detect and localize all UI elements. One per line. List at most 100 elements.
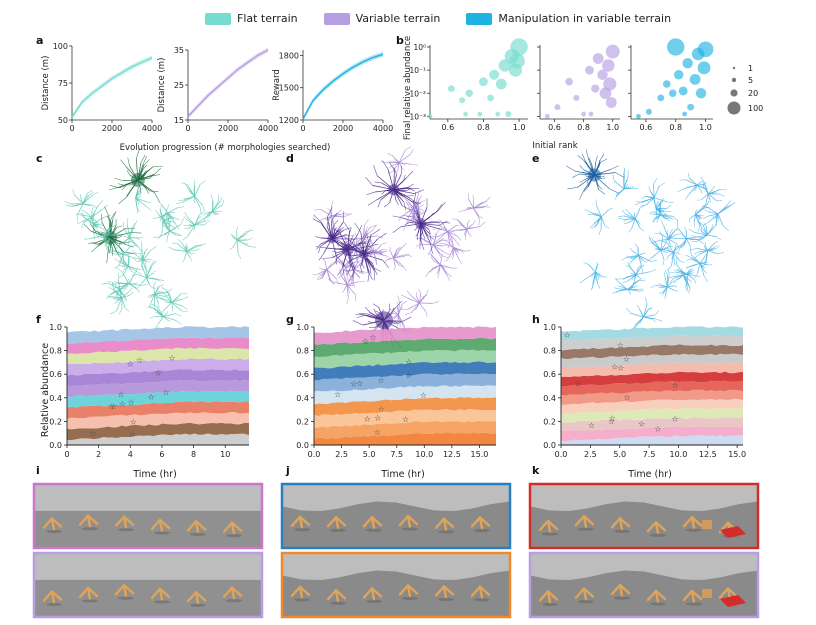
scene-agent-shadow [118, 528, 134, 532]
tree-branch [413, 196, 419, 208]
tree-twig [168, 246, 175, 250]
panel-b-point [495, 78, 507, 90]
tree-twig [127, 157, 130, 166]
tree-twig [615, 193, 619, 197]
tree-branch [466, 222, 469, 230]
tree-branch [186, 251, 192, 255]
tree-branch [146, 277, 149, 282]
tree-twig [198, 243, 206, 246]
tree-twig [716, 245, 720, 249]
tree-twig [361, 263, 365, 269]
tree-twig [344, 241, 352, 247]
panel-a-ytick-label: 50 [58, 116, 68, 125]
tree-branch [447, 231, 450, 243]
tree-twig [671, 280, 676, 283]
tree-twig [98, 223, 101, 226]
tree-twig [366, 260, 370, 264]
tree-twig [716, 236, 721, 241]
tree-twig [131, 271, 135, 274]
legend-item-variable: Variable terrain [323, 12, 440, 25]
tree-branch [695, 206, 706, 215]
tree-twig [326, 207, 333, 218]
muller-ytick-label: 0.6 [296, 370, 309, 379]
tree-twig [719, 193, 725, 197]
tree-twig [155, 279, 161, 282]
tree-twig [398, 215, 404, 218]
muller-xtick-label: 5.0 [613, 450, 626, 459]
tree-twig [105, 245, 108, 251]
tree-branch [351, 269, 355, 283]
tree-branch [702, 224, 708, 236]
scene-agent [78, 586, 99, 601]
tree-branch [317, 269, 327, 275]
tree-twig [673, 285, 678, 288]
tree-twig [140, 154, 146, 163]
tree-twig [635, 201, 643, 203]
muller-xtick-label: 7.5 [390, 450, 403, 459]
panel-b-point [544, 113, 550, 119]
scene-agent-shadow [650, 533, 666, 537]
tree-twig [664, 270, 668, 276]
tree-twig [98, 199, 104, 206]
tree-twig [409, 148, 414, 155]
tree-twig [142, 164, 148, 170]
scene-agent [470, 585, 491, 599]
panel-letter-b: b [396, 34, 404, 47]
tree-twig [159, 217, 162, 222]
tree-twig [141, 267, 144, 271]
tree-twig [75, 213, 83, 216]
tree-branch [685, 179, 698, 186]
tree-twig [165, 216, 168, 219]
muller-band [561, 362, 743, 377]
muller-ytick-label: 0.2 [543, 417, 556, 426]
tree-twig [377, 232, 387, 240]
tree-twig [83, 223, 92, 232]
panel-letter-d: d [286, 152, 294, 165]
tree-twig [118, 274, 124, 278]
scene-agent [222, 585, 243, 600]
tree-twig [418, 288, 422, 294]
tree-twig [344, 236, 352, 243]
tree-twig [164, 233, 167, 236]
tree-branch [629, 266, 637, 275]
tree-branch [150, 294, 155, 303]
tree-branch [391, 312, 399, 316]
tree-branch [672, 247, 677, 253]
tree-twig [427, 251, 431, 256]
tree-twig [579, 179, 585, 183]
tree-twig [151, 260, 158, 266]
tree-branch [655, 208, 665, 219]
tree-twig [396, 248, 400, 252]
tree-twig [695, 275, 701, 277]
panel-b-point [489, 69, 500, 80]
tree-twig [641, 196, 646, 199]
muller-band [561, 326, 743, 341]
tree-branch [623, 187, 634, 190]
tree-branch [694, 232, 708, 236]
tree-twig [360, 272, 365, 275]
tree-twig [134, 220, 138, 227]
tree-twig [705, 251, 709, 256]
tree-branch [627, 274, 637, 282]
panel-b-point [447, 85, 455, 93]
tree-twig [169, 219, 172, 224]
tree-branch [186, 251, 191, 258]
tree-twig [345, 213, 353, 217]
tree-twig [331, 261, 336, 265]
tree-twig [332, 250, 338, 253]
tree-branch [373, 253, 377, 262]
tree-twig [387, 171, 393, 174]
tree-twig [640, 204, 646, 207]
tree-twig [343, 234, 347, 242]
tree-twig [417, 190, 420, 197]
panel-b-point [479, 77, 488, 87]
muller-xtick-label: 10.0 [415, 450, 433, 459]
tree-branch [715, 213, 719, 222]
tree-twig [104, 206, 110, 217]
tree-twig [713, 241, 718, 244]
tree-branch [687, 273, 696, 277]
tree-branch [686, 238, 699, 241]
legend-item-flat: Flat terrain [205, 12, 298, 25]
tree-branch [167, 212, 171, 218]
tree-twig [85, 195, 88, 199]
